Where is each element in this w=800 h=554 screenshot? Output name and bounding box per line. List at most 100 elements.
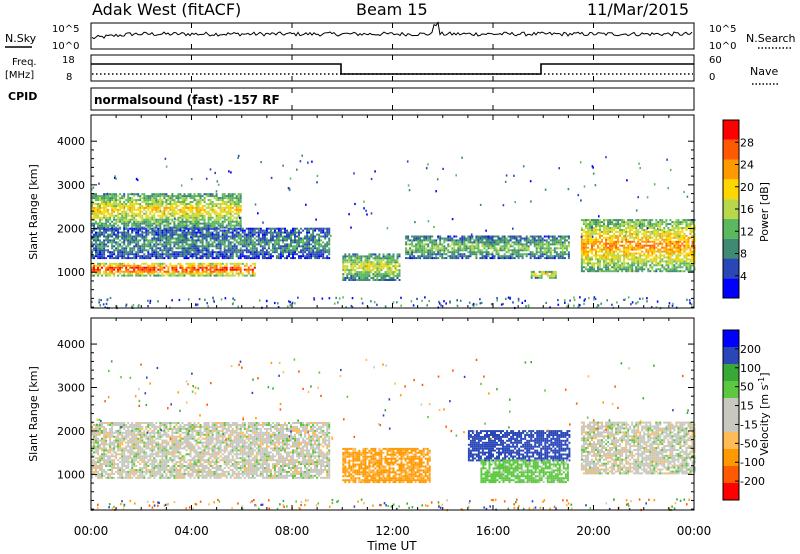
data-cell (324, 233, 327, 236)
data-cell (207, 274, 210, 277)
data-cell (555, 239, 558, 242)
data-cell (227, 274, 230, 277)
data-cell (437, 249, 440, 252)
data-cell (217, 237, 220, 240)
data-cell (111, 239, 114, 242)
data-cell (631, 240, 634, 243)
data-cell (239, 272, 242, 275)
data-cell (197, 235, 200, 238)
data-cell (611, 240, 614, 243)
data-cell (163, 214, 166, 217)
data-cell (453, 253, 456, 256)
data-cell (294, 229, 296, 232)
data-cell (137, 235, 140, 238)
data-cell (655, 234, 658, 237)
data-cell (659, 252, 662, 255)
data-cell (551, 257, 554, 260)
data-cell (227, 218, 230, 221)
data-cell (645, 262, 648, 265)
data-cell (366, 267, 369, 270)
data-cell (199, 227, 202, 230)
data-cell (93, 247, 95, 250)
data-cell (141, 226, 144, 229)
data-cell (513, 243, 516, 246)
data-cell (599, 242, 601, 245)
data-cell (439, 237, 442, 240)
data-cell (322, 249, 325, 252)
data-cell (611, 250, 614, 253)
data-cell (388, 255, 391, 258)
data-cell (641, 219, 644, 222)
data-cell (279, 231, 282, 234)
data-cell (151, 255, 154, 258)
data-cell (491, 241, 494, 244)
data-cell (113, 222, 116, 225)
data-cell (183, 199, 186, 202)
data-cell (282, 253, 284, 256)
data-cell (153, 239, 156, 242)
data-cell (241, 274, 244, 277)
data-cell (559, 251, 562, 254)
data-cell (231, 249, 234, 252)
data-cell (344, 261, 347, 264)
data-cell (167, 220, 170, 223)
data-cell (407, 251, 410, 254)
data-cell (211, 206, 214, 209)
data-cell (137, 264, 140, 267)
data-cell (237, 210, 240, 213)
data-cell (423, 243, 426, 246)
data-cell (119, 249, 122, 252)
data-cell (615, 262, 618, 265)
data-cell (413, 255, 416, 258)
data-cell (185, 272, 188, 275)
data-cell (649, 223, 652, 226)
data-cell (639, 246, 642, 249)
data-cell (631, 225, 634, 227)
data-cell (157, 257, 160, 260)
data-cell (507, 239, 510, 242)
data-cell (348, 271, 351, 274)
data-cell (155, 266, 158, 269)
data-cell (659, 264, 662, 267)
data-cell (421, 253, 424, 256)
data-cell (129, 208, 132, 211)
data-cell (223, 266, 226, 269)
data-cell (223, 239, 226, 242)
data-cell (251, 229, 254, 232)
data-cell (181, 206, 184, 209)
data-cell (195, 208, 198, 211)
data-cell (517, 249, 520, 252)
data-cell (255, 247, 258, 250)
data-cell (277, 239, 280, 242)
data-cell (107, 216, 110, 219)
data-cell (177, 253, 180, 256)
data-cell (121, 245, 124, 248)
data-cell (479, 251, 482, 254)
data-cell (213, 197, 216, 200)
data-cell (157, 214, 160, 217)
data-cell (601, 254, 603, 257)
data-cell (625, 268, 628, 271)
data-cell (169, 239, 172, 242)
data-cell (147, 264, 150, 267)
data-cell (147, 229, 150, 232)
data-cell (655, 223, 658, 226)
data-cell (653, 264, 656, 267)
data-cell (497, 237, 500, 240)
data-cell (93, 243, 95, 246)
data-cell (227, 243, 230, 246)
data-cell (219, 245, 222, 248)
data-cell (447, 235, 450, 238)
data-cell (101, 255, 103, 258)
data-cell (425, 243, 428, 246)
data-cell (245, 233, 248, 236)
data-cell (597, 219, 599, 222)
data-cell (271, 245, 274, 248)
data-cell (149, 222, 152, 225)
data-cell (621, 225, 624, 227)
data-cell (617, 221, 620, 224)
data-cell (199, 203, 202, 205)
data-cell (288, 255, 290, 258)
data-cell (617, 236, 620, 239)
data-cell (185, 203, 188, 205)
